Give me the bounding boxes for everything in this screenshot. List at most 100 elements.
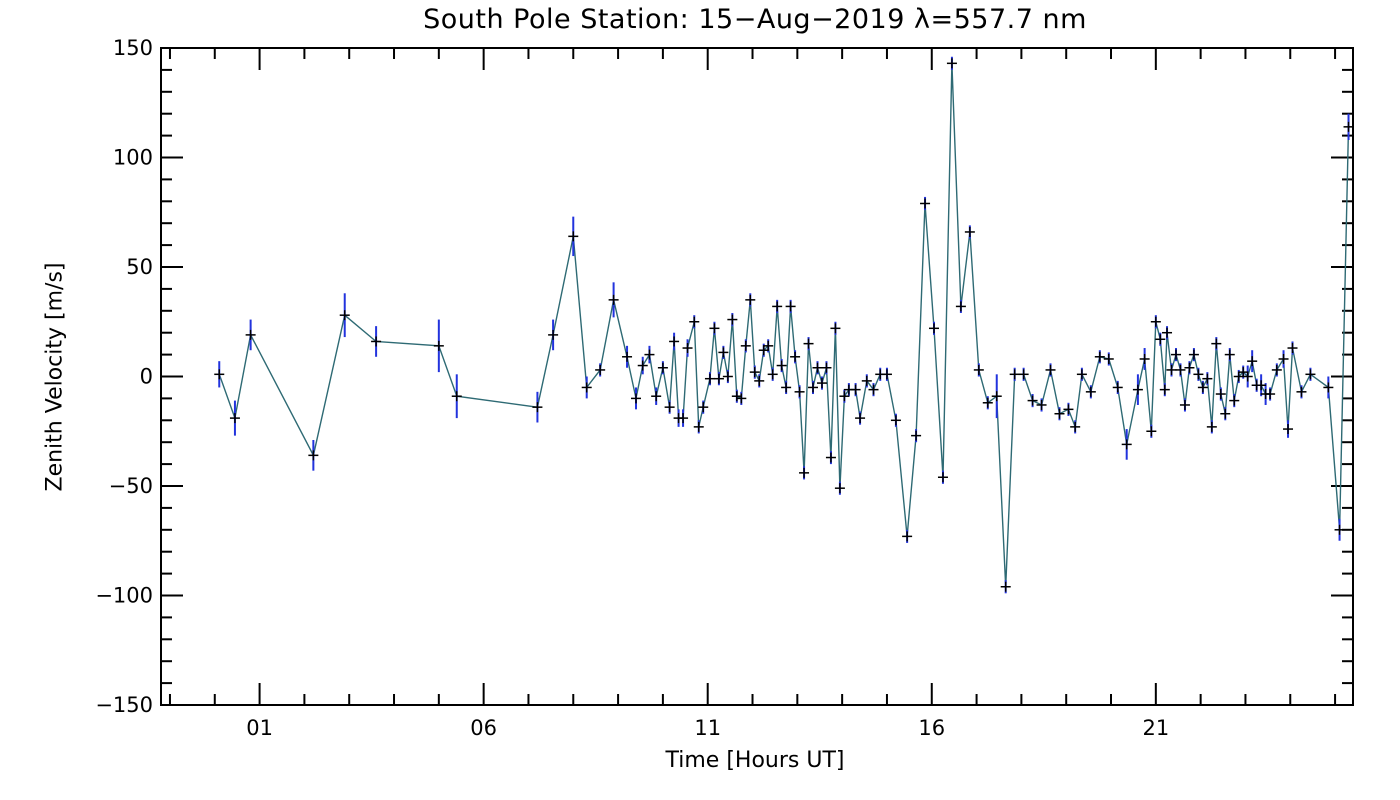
- data-point: [651, 391, 662, 402]
- data-point: [1112, 382, 1123, 393]
- series-line: [218, 63, 1350, 587]
- data-point: [693, 421, 704, 432]
- data-point: [698, 402, 709, 413]
- data-point: [722, 371, 733, 382]
- y-tick-label: −150: [95, 693, 153, 717]
- x-tick-label: 06: [470, 716, 497, 740]
- data-point: [929, 323, 940, 334]
- data-point: [581, 382, 592, 393]
- data-point: [669, 336, 680, 347]
- data-point: [781, 382, 792, 393]
- data-point: [767, 369, 778, 380]
- data-point: [776, 360, 787, 371]
- data-point: [214, 369, 225, 380]
- data-point: [808, 382, 819, 393]
- data-point: [946, 58, 957, 69]
- data-point: [1045, 364, 1056, 375]
- data-point: [595, 364, 606, 375]
- data-point: [1150, 316, 1161, 327]
- data-point: [1009, 369, 1020, 380]
- data-point: [772, 301, 783, 312]
- data-point: [821, 362, 832, 373]
- data-point: [1305, 369, 1316, 380]
- data-point: [1287, 343, 1298, 354]
- data-point: [1027, 395, 1038, 406]
- data-point: [548, 329, 559, 340]
- data-point: [713, 373, 724, 384]
- data-point: [758, 345, 769, 356]
- y-tick-label: −100: [95, 584, 153, 608]
- data-point: [1159, 384, 1170, 395]
- data-point: [736, 393, 747, 404]
- data-point: [689, 316, 700, 327]
- data-point: [799, 467, 810, 478]
- data-point: [678, 413, 689, 424]
- x-tick-label: 16: [918, 716, 945, 740]
- data-point: [911, 430, 922, 441]
- data-point: [1220, 408, 1231, 419]
- data-point: [1070, 421, 1081, 432]
- data-point: [1229, 395, 1240, 406]
- x-tick-label: 11: [694, 716, 721, 740]
- data-point: [920, 198, 931, 209]
- data-point: [902, 531, 913, 542]
- data-point: [1271, 364, 1282, 375]
- data-point: [881, 369, 892, 380]
- data-point: [608, 294, 619, 305]
- data-point: [1054, 408, 1065, 419]
- data-point: [1283, 424, 1294, 435]
- data-point: [1155, 334, 1166, 345]
- x-tick-label: 01: [246, 716, 273, 740]
- y-tick-label: −50: [109, 474, 153, 498]
- axis-ticks: [161, 47, 1353, 706]
- data-point: [785, 301, 796, 312]
- data-point: [763, 340, 774, 351]
- data-point: [803, 338, 814, 349]
- data-point: [1103, 353, 1114, 364]
- data-point: [709, 323, 720, 334]
- data-point: [754, 375, 765, 386]
- data-point: [955, 301, 966, 312]
- data-point: [704, 373, 715, 384]
- data-point: [1323, 382, 1334, 393]
- data-point: [1085, 386, 1096, 397]
- data-point: [1334, 524, 1345, 535]
- data-point: [834, 483, 845, 494]
- data-point: [1215, 389, 1226, 400]
- data-point: [1247, 356, 1258, 367]
- data-point: [1036, 399, 1047, 410]
- data-point: [1179, 399, 1190, 410]
- data-point: [1265, 389, 1276, 400]
- data-point: [1242, 371, 1253, 382]
- data-point: [718, 347, 729, 358]
- data-point: [1256, 380, 1267, 391]
- data-point: [1063, 404, 1074, 415]
- x-tick-label: 21: [1142, 716, 1169, 740]
- chart-title: South Pole Station: 15−Aug−2019 λ=557.7 …: [423, 4, 1087, 35]
- data-point: [532, 402, 543, 413]
- data-point: [1175, 364, 1186, 375]
- data-point: [973, 364, 984, 375]
- data-point: [1206, 421, 1217, 432]
- data-point: [1146, 426, 1157, 437]
- y-tick-label: 100: [113, 146, 153, 170]
- data-point: [664, 402, 675, 413]
- data-point: [451, 391, 462, 402]
- data-point: [731, 391, 742, 402]
- data-point: [1132, 384, 1143, 395]
- data-markers: [214, 58, 1354, 592]
- data-point: [982, 397, 993, 408]
- data-point: [890, 415, 901, 426]
- y-tick-label: 150: [113, 36, 153, 60]
- data-point: [794, 386, 805, 397]
- data-point: [1197, 382, 1208, 393]
- data-point: [1296, 386, 1307, 397]
- data-point: [1233, 371, 1244, 382]
- data-point: [1094, 351, 1105, 362]
- data-point: [229, 413, 240, 424]
- data-point: [1170, 349, 1181, 360]
- data-point: [1202, 373, 1213, 384]
- data-point: [839, 391, 850, 402]
- data-point: [622, 351, 633, 362]
